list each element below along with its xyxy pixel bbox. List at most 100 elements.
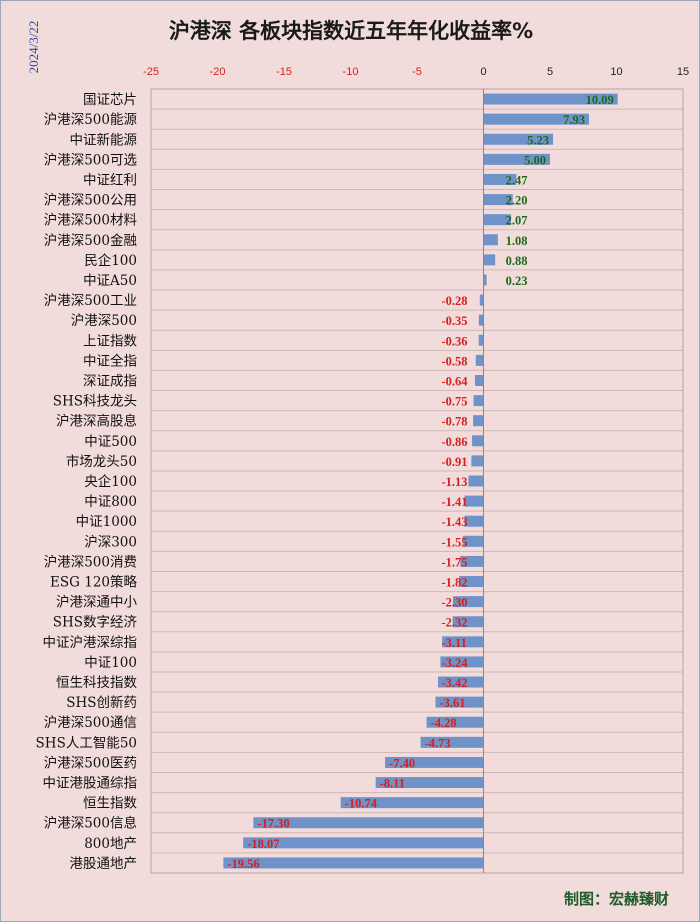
bar [375, 777, 484, 789]
bar [438, 676, 484, 688]
value-label: -3.11 [442, 636, 467, 650]
bar [420, 736, 484, 748]
value-label: -7.40 [389, 756, 415, 770]
category-label: 中证800 [84, 494, 137, 510]
bar [483, 194, 513, 206]
credit-label: 制图：宏赫臻财 [563, 890, 669, 908]
category-label: SHS科技龙头 [53, 394, 137, 410]
category-label: 中证新能源 [70, 132, 138, 148]
bar [253, 817, 484, 829]
bar [460, 555, 484, 567]
category-label: 中证港股通综指 [43, 776, 138, 792]
bar [462, 535, 484, 547]
bar [483, 173, 517, 185]
bar [464, 495, 484, 507]
value-label: 5.23 [527, 133, 549, 147]
bar [243, 837, 484, 849]
value-label: -4.28 [431, 716, 457, 730]
category-label: 中证A50 [83, 273, 137, 289]
x-tick-label: -15 [276, 66, 292, 78]
category-label: 沪港深500能源 [44, 112, 138, 128]
bar [472, 435, 484, 447]
value-label: 1.08 [506, 234, 528, 248]
x-tick-label: -25 [143, 66, 159, 78]
value-label: -0.91 [442, 455, 468, 469]
category-label: 沪港深500消费 [44, 554, 137, 570]
value-label: 2.20 [506, 194, 528, 208]
value-label: 10.09 [586, 93, 614, 107]
category-label: 民企100 [84, 252, 137, 269]
category-label: 沪港深通中小 [56, 595, 137, 611]
value-label: -1.82 [442, 576, 468, 590]
category-label: 沪港深高股息 [56, 413, 137, 430]
bar [483, 93, 618, 105]
value-label: -0.78 [442, 415, 468, 429]
x-tick-label: -10 [343, 66, 359, 78]
category-label: 沪港深500公用 [44, 193, 137, 209]
value-label: -3.61 [439, 696, 465, 710]
x-tick-label: 10 [610, 66, 622, 78]
bar [452, 596, 484, 608]
bar [426, 716, 484, 728]
value-label: -1.75 [442, 555, 468, 569]
category-label: 沪港深500可选 [44, 152, 138, 168]
bar [468, 475, 484, 487]
category-label: 中证500 [84, 434, 137, 450]
bar [473, 395, 484, 407]
value-label: -1.43 [442, 515, 468, 529]
value-label: -1.55 [442, 535, 468, 549]
value-label: -0.64 [442, 374, 469, 388]
value-label: -17.30 [257, 817, 289, 831]
x-tick-label: -5 [412, 66, 422, 78]
bar [483, 214, 512, 226]
category-label: 港股通地产 [70, 856, 138, 872]
x-tick-label: 5 [547, 66, 553, 78]
bar [483, 113, 589, 125]
category-label: 沪港深500 [71, 313, 137, 329]
bar [435, 696, 484, 708]
value-label: -10.74 [345, 797, 378, 811]
value-label: 0.23 [506, 274, 528, 288]
bar [442, 636, 484, 648]
value-label: -0.35 [442, 314, 468, 328]
value-label: -3.24 [442, 656, 469, 670]
bar [478, 334, 484, 346]
bar [478, 314, 484, 326]
bar [464, 515, 484, 527]
value-label: -8.11 [380, 777, 405, 791]
category-label: 恒生指数 [83, 796, 137, 812]
value-label: 7.93 [563, 113, 585, 127]
value-label: -3.42 [442, 676, 468, 690]
category-label: 中证1000 [76, 514, 137, 530]
bar [474, 374, 484, 386]
value-label: 2.47 [506, 173, 528, 187]
category-label: 800地产 [84, 836, 137, 852]
category-label: 上证指数 [83, 333, 137, 349]
value-label: -1.13 [442, 475, 468, 489]
category-label: 中证全指 [83, 352, 137, 369]
bar [479, 294, 484, 306]
x-tick-label: 15 [677, 66, 689, 78]
value-label: -0.75 [442, 395, 468, 409]
bar [459, 576, 484, 588]
category-label: 沪港深500医药 [44, 755, 137, 771]
value-label: -18.07 [247, 837, 279, 851]
bar [483, 133, 554, 145]
plot-frame [150, 88, 684, 874]
bar [471, 455, 484, 467]
category-label: 中证沪港深综指 [43, 635, 138, 651]
bar [452, 616, 484, 628]
value-label: -1.41 [442, 495, 468, 509]
value-label: 5.00 [524, 153, 546, 167]
chart-title: 沪港深 各板块指数近五年年化收益率% [168, 19, 534, 43]
category-label: 沪深300 [84, 534, 137, 550]
category-label: 国证芯片 [83, 92, 137, 108]
category-label: 沪港深500通信 [44, 715, 137, 731]
value-label: 0.88 [506, 254, 528, 268]
value-label: -2.30 [442, 596, 468, 610]
category-label: 沪港深500材料 [44, 213, 138, 229]
category-label: 中证红利 [83, 172, 137, 188]
value-label: -0.28 [442, 294, 468, 308]
category-label: SHS人工智能50 [36, 735, 137, 751]
